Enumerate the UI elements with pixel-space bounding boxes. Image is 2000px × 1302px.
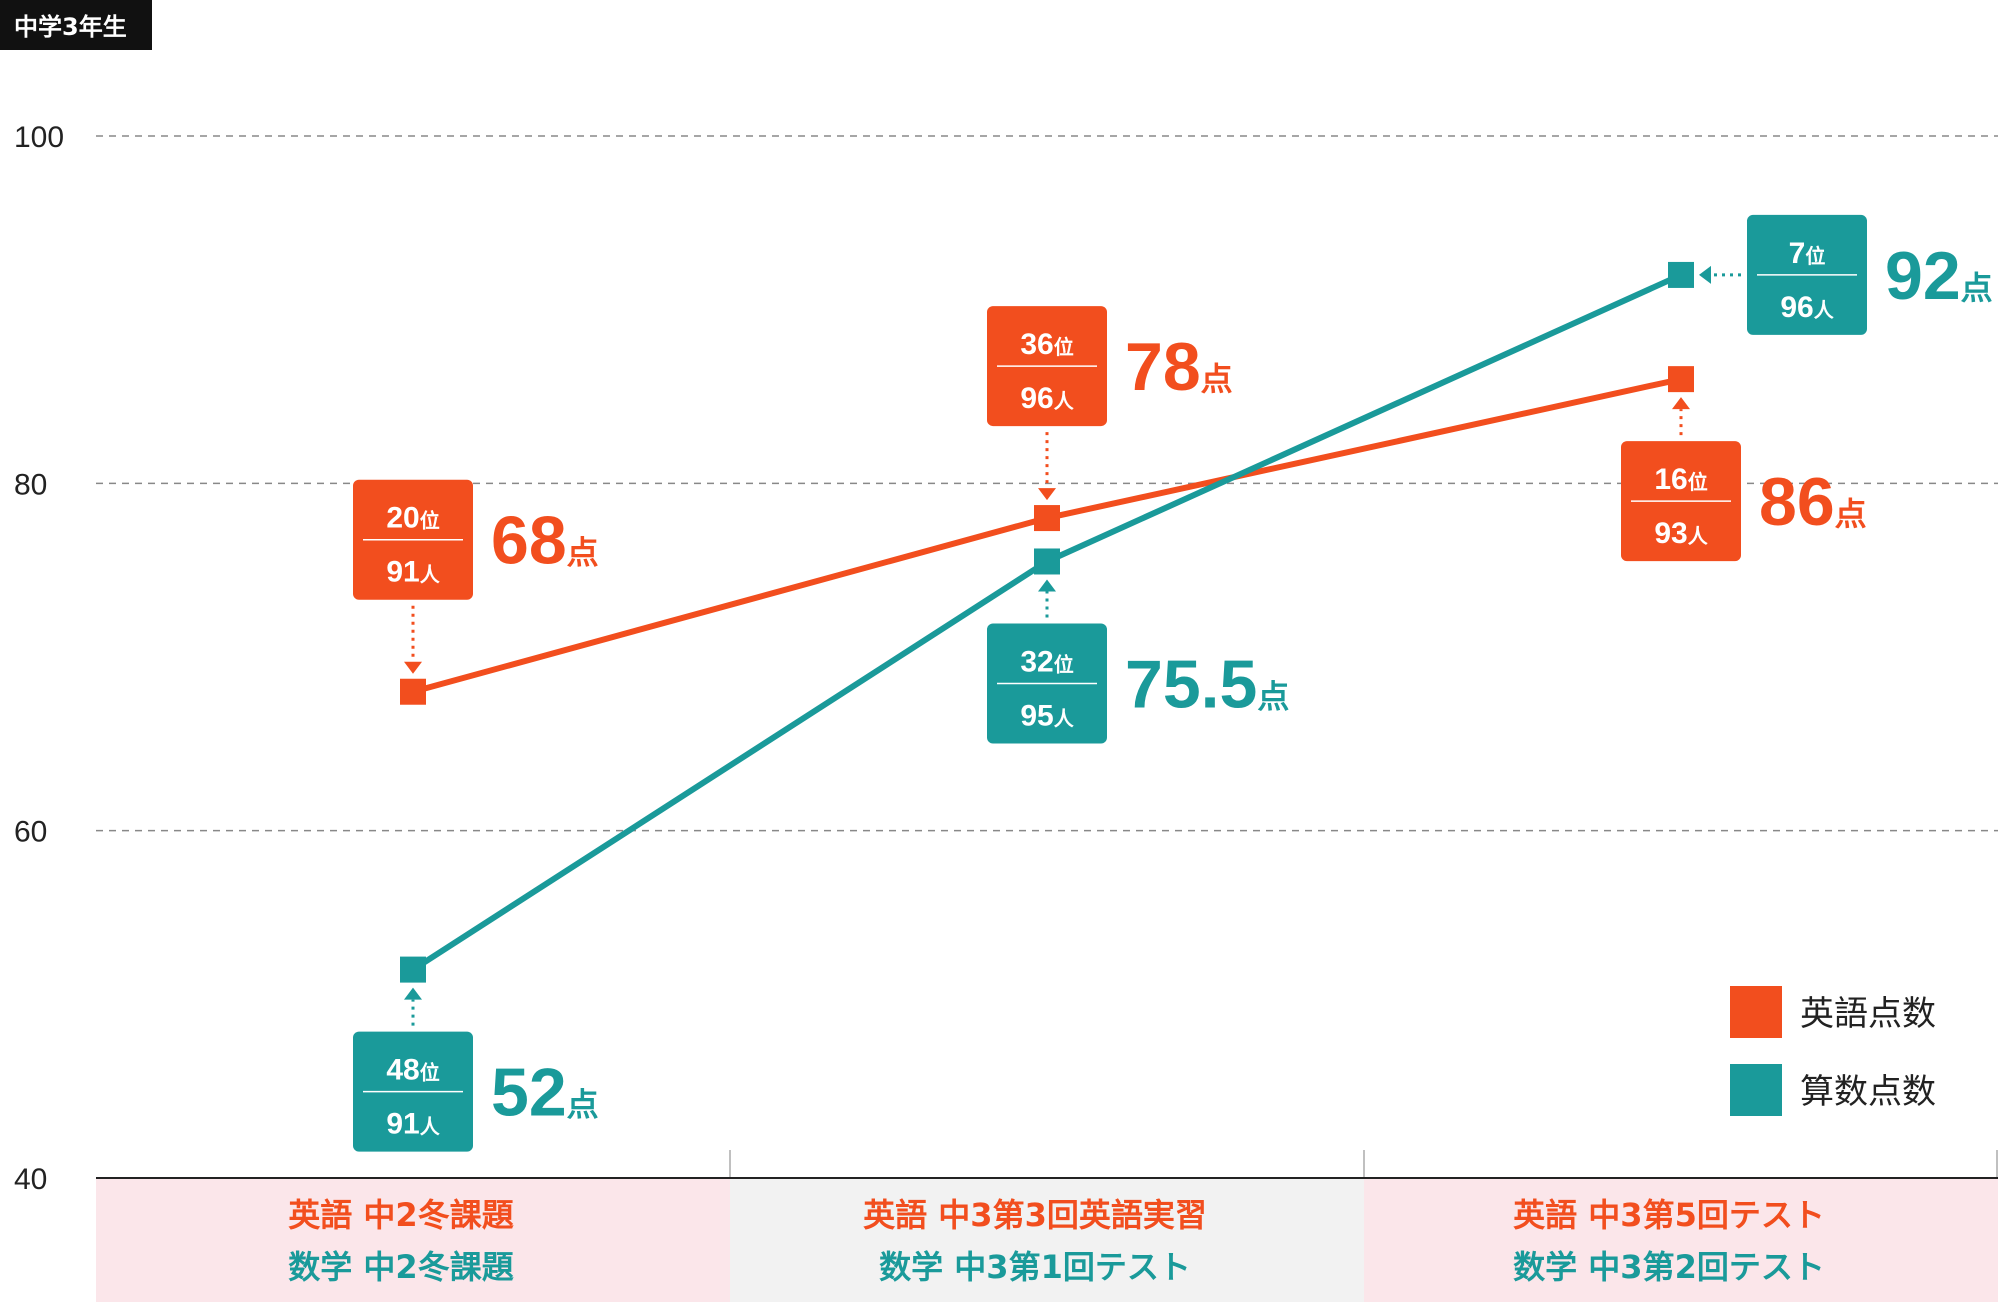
rank-value: 20 bbox=[386, 502, 419, 535]
rank-suffix: 位 bbox=[1054, 335, 1074, 359]
total-text: 96人 bbox=[1020, 382, 1074, 415]
total-value: 96 bbox=[1020, 382, 1053, 415]
score-suffix: 点 bbox=[567, 1086, 599, 1124]
rank-text: 36位 bbox=[1020, 328, 1073, 361]
connector-arrow bbox=[404, 987, 422, 1000]
legend-swatch bbox=[1730, 986, 1782, 1038]
total-value: 95 bbox=[1020, 699, 1053, 732]
rank-suffix: 位 bbox=[1805, 244, 1825, 268]
total-text: 93人 bbox=[1654, 517, 1708, 550]
legend-swatch bbox=[1730, 1064, 1782, 1116]
score-suffix: 点 bbox=[1835, 495, 1867, 533]
total-text: 91人 bbox=[386, 556, 440, 589]
category-label-math: 数学 中3第1回テスト bbox=[879, 1248, 1191, 1286]
score-value: 78 bbox=[1125, 329, 1201, 405]
y-tick-label: 60 bbox=[14, 816, 47, 849]
total-suffix: 人 bbox=[1054, 706, 1075, 730]
annotation-connectors bbox=[404, 265, 1741, 1026]
total-suffix: 人 bbox=[1054, 389, 1075, 413]
rank-text: 20位 bbox=[386, 502, 439, 535]
rank-text: 7位 bbox=[1789, 237, 1826, 270]
legend-label: 英語点数 bbox=[1800, 994, 1936, 1034]
category-label-english: 英語 中3第5回テスト bbox=[1513, 1196, 1825, 1234]
total-text: 96人 bbox=[1780, 291, 1834, 324]
data-point bbox=[1668, 366, 1694, 393]
score-value: 52 bbox=[491, 1055, 567, 1131]
data-point bbox=[400, 678, 426, 705]
score-suffix: 点 bbox=[1201, 360, 1233, 398]
series-points bbox=[400, 261, 1694, 983]
total-suffix: 人 bbox=[1814, 298, 1835, 322]
rank-value: 16 bbox=[1654, 463, 1687, 496]
category-band bbox=[730, 1178, 1364, 1302]
y-tick-label: 40 bbox=[14, 1163, 47, 1196]
score-suffix: 点 bbox=[1257, 677, 1289, 715]
rank-value: 36 bbox=[1020, 328, 1053, 361]
score-label: 52点 bbox=[491, 1055, 599, 1131]
total-value: 91 bbox=[386, 1108, 419, 1141]
total-suffix: 人 bbox=[420, 1115, 441, 1139]
rank-text: 16位 bbox=[1654, 463, 1707, 496]
y-tick-label: 100 bbox=[14, 121, 64, 154]
chart-title: 中学3年生 bbox=[0, 0, 152, 50]
score-value: 86 bbox=[1759, 464, 1835, 540]
score-label: 92点 bbox=[1885, 238, 1993, 314]
legend-label: 算数点数 bbox=[1800, 1072, 1936, 1112]
total-value: 93 bbox=[1654, 517, 1687, 550]
category-label-english: 英語 中2冬課題 bbox=[288, 1196, 513, 1234]
connector-arrow bbox=[1038, 488, 1056, 501]
connector-arrow bbox=[404, 661, 422, 674]
category-band bbox=[96, 1178, 730, 1302]
score-value: 68 bbox=[491, 503, 567, 579]
rank-text: 48位 bbox=[386, 1054, 439, 1087]
category-band bbox=[1364, 1178, 1998, 1302]
title-text: 中学3年生 bbox=[14, 13, 127, 41]
score-label: 68点 bbox=[491, 503, 599, 579]
score-value: 75.5 bbox=[1125, 646, 1257, 722]
category-label-math: 数学 中3第2回テスト bbox=[1513, 1248, 1825, 1286]
category-label-math: 数学 中2冬課題 bbox=[288, 1248, 513, 1286]
rank-value: 32 bbox=[1020, 645, 1053, 678]
connector-arrow bbox=[1699, 265, 1711, 284]
data-point bbox=[1668, 261, 1694, 288]
score-suffix: 点 bbox=[1961, 269, 1993, 307]
score-value: 92 bbox=[1885, 238, 1961, 314]
data-point bbox=[1034, 548, 1060, 575]
rank-suffix: 位 bbox=[1688, 470, 1708, 494]
connector-arrow bbox=[1672, 397, 1690, 410]
rank-suffix: 位 bbox=[420, 1061, 440, 1085]
total-value: 96 bbox=[1780, 291, 1813, 324]
data-point bbox=[1034, 505, 1060, 532]
rank-suffix: 位 bbox=[420, 509, 440, 533]
rank-suffix: 位 bbox=[1054, 652, 1074, 676]
rank-value: 48 bbox=[386, 1054, 419, 1087]
rank-value: 7 bbox=[1789, 237, 1806, 270]
title-background bbox=[0, 0, 152, 50]
connector-arrow bbox=[1038, 579, 1056, 592]
total-suffix: 人 bbox=[420, 563, 441, 587]
total-value: 91 bbox=[386, 556, 419, 589]
total-text: 95人 bbox=[1020, 699, 1074, 732]
total-text: 91人 bbox=[386, 1108, 440, 1141]
score-label: 78点 bbox=[1125, 329, 1233, 405]
category-label-english: 英語 中3第3回英語実習 bbox=[863, 1196, 1207, 1234]
y-tick-label: 80 bbox=[14, 468, 47, 501]
rank-text: 32位 bbox=[1020, 645, 1073, 678]
score-label: 75.5点 bbox=[1125, 646, 1289, 722]
total-suffix: 人 bbox=[1688, 524, 1709, 548]
score-label: 86点 bbox=[1759, 464, 1867, 540]
score-suffix: 点 bbox=[567, 534, 599, 572]
y-axis-ticks: 40 60 80 100 bbox=[14, 121, 64, 1196]
data-point bbox=[400, 956, 426, 983]
